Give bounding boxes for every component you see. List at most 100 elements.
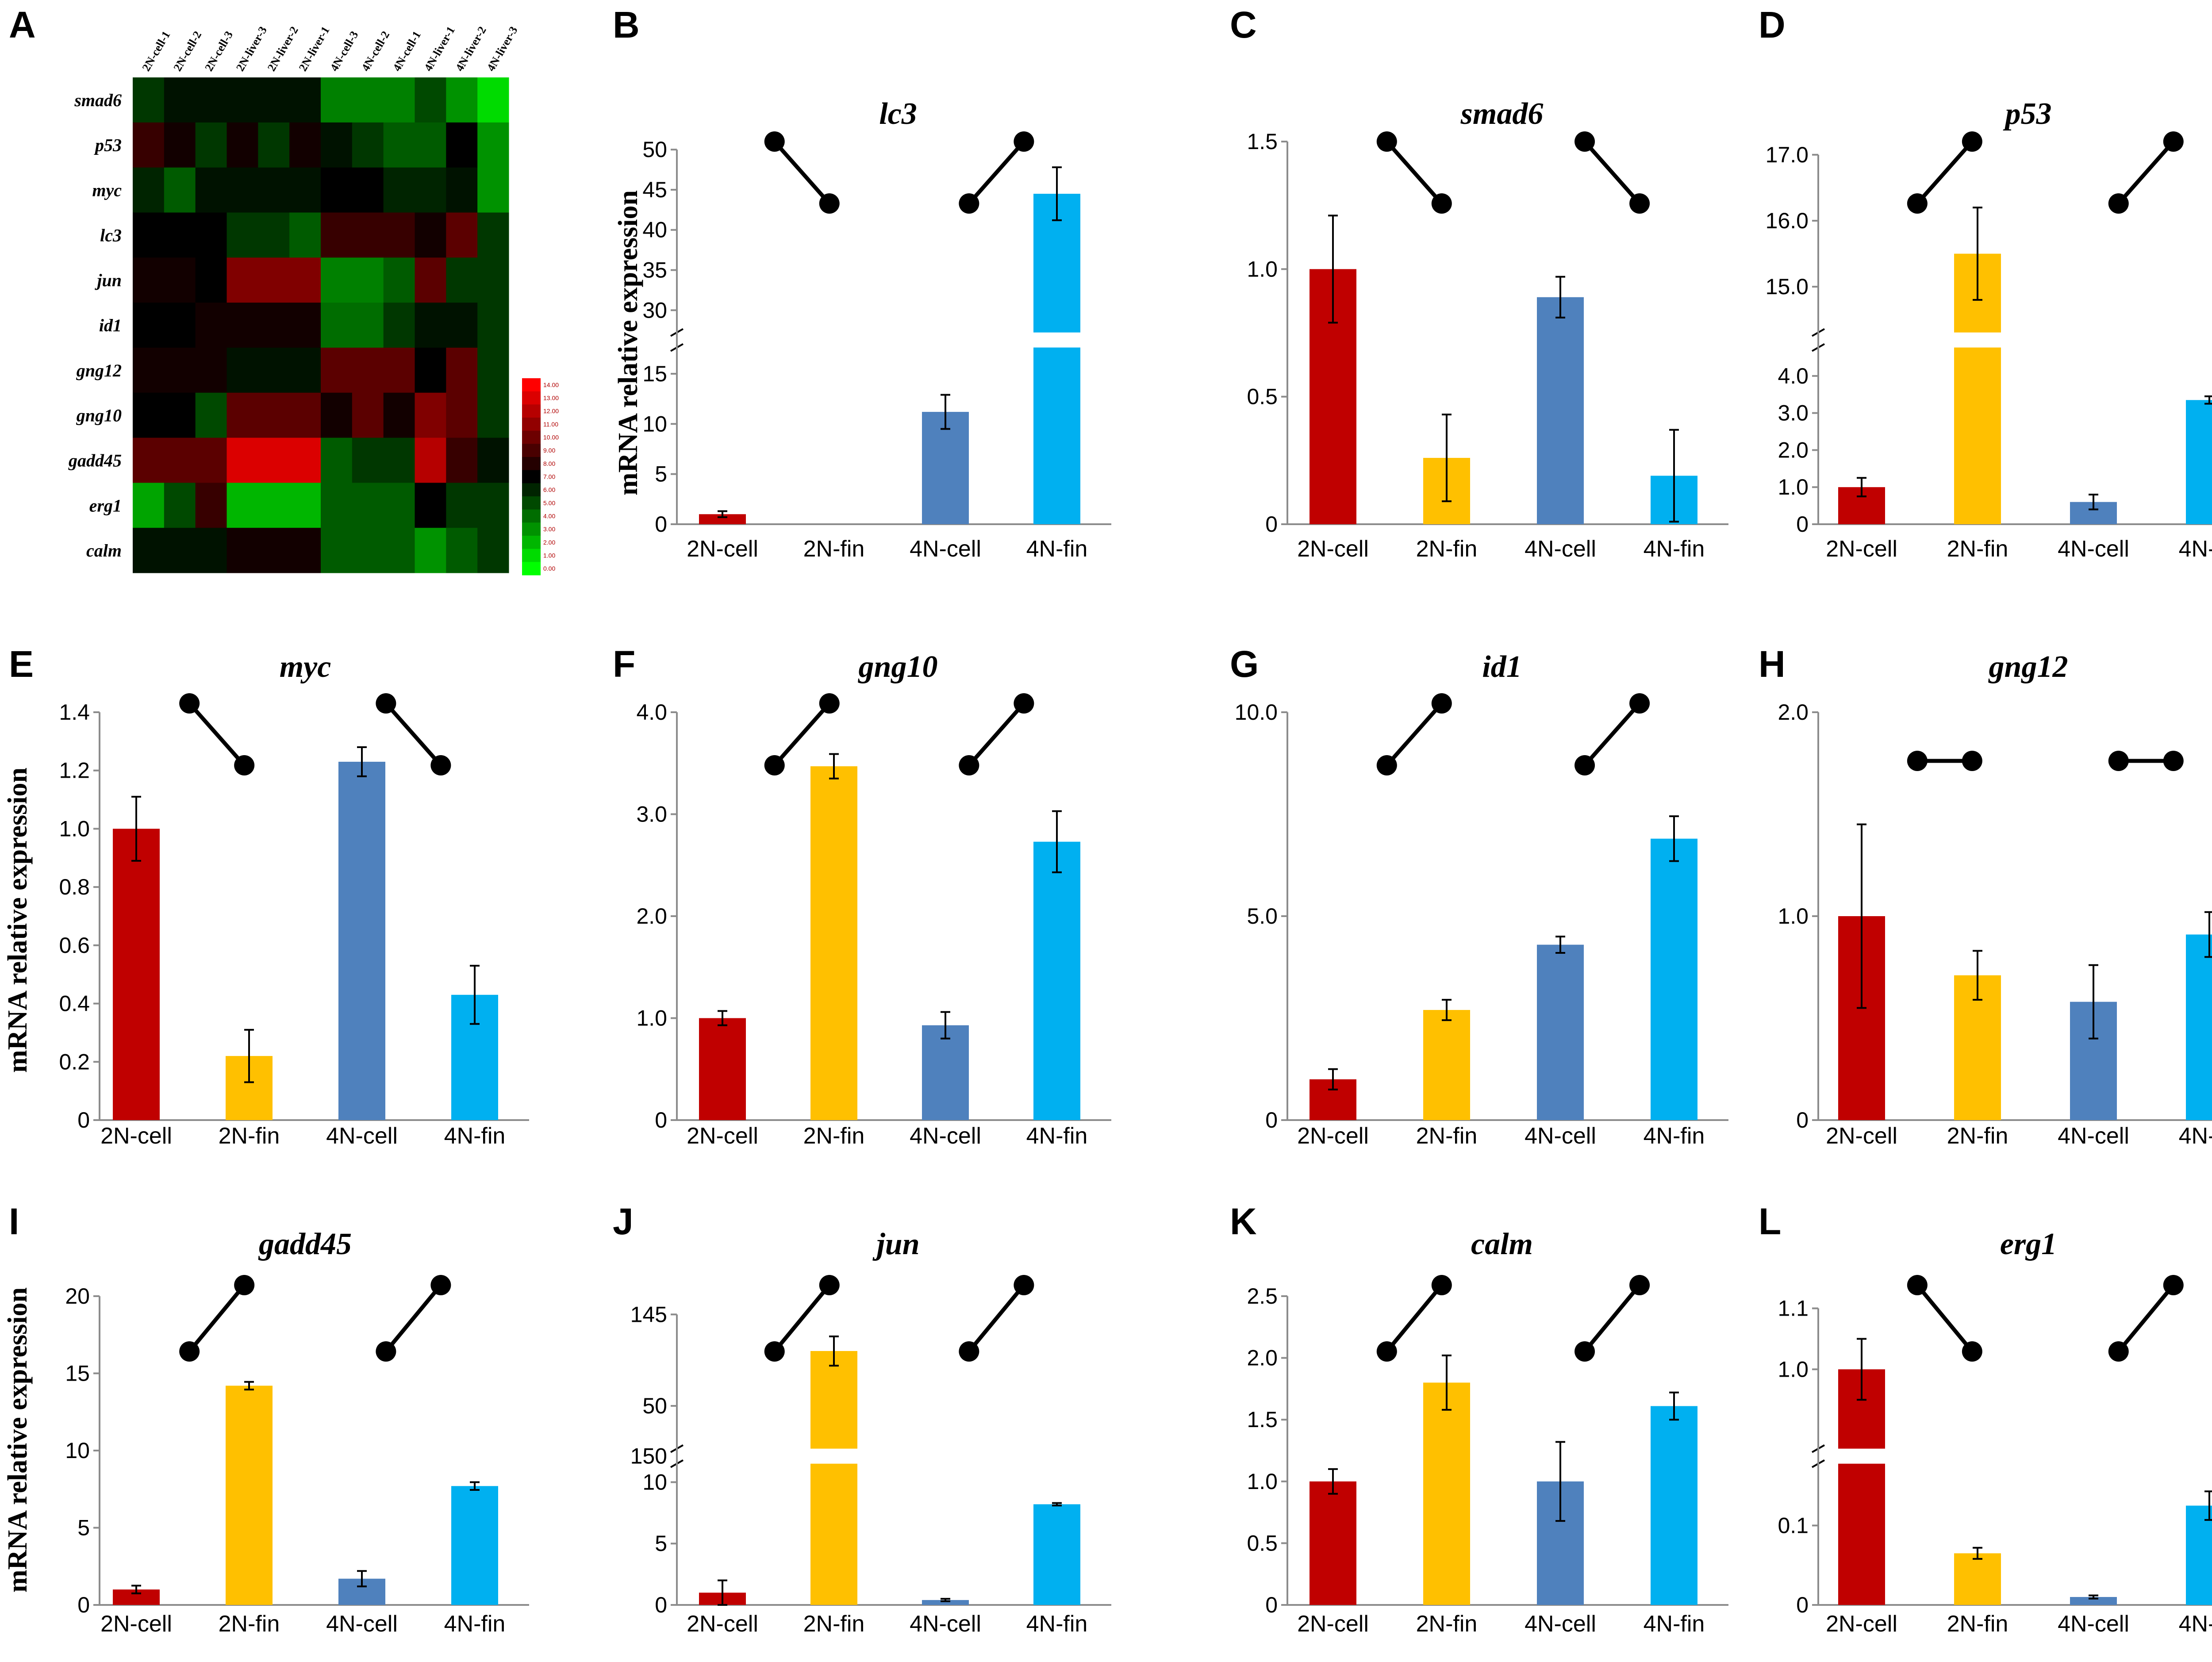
bar-2N-fin [1954,1553,2001,1605]
y-tick-label: 1.0 [59,816,90,841]
heatmap-cell [446,122,478,168]
legend-swatch [522,549,541,562]
bar-4N-cell [922,1600,969,1605]
y-tick-label: 0.5 [1247,384,1278,409]
trend-line [188,1284,246,1353]
x-category-label: 2N-cell [1826,536,1897,562]
heatmap-cell [446,212,478,258]
heatmap-cell [415,212,446,258]
bar-4N-fin [2186,934,2212,1120]
legend-tick-label: 1.00 [543,552,555,559]
heatmap-cell [477,347,509,393]
bar-break-gap [1953,332,2002,348]
heatmap-cell [258,438,290,483]
y-tick-label: 0 [1265,512,1278,537]
chart-title: erg1 [2000,1227,2057,1261]
trend-line [773,1284,831,1353]
y-tick-label: 0.6 [59,933,90,958]
trend-line [773,702,831,767]
panel-letter-i: I [9,1201,19,1242]
trend-dot [1014,693,1034,714]
y-tick-label: 1.0 [1247,1469,1278,1494]
x-category-label: 2N-fin [1416,1611,1478,1637]
heatmap-cell [164,212,196,258]
trend-line [967,702,1025,767]
panel-letter-c: C [1230,4,1257,46]
bar-break-gap [1033,332,1081,348]
heatmap-cell [352,167,384,213]
heatmap-cell [383,257,415,303]
x-category-label: 2N-cell [100,1611,172,1637]
trend-dot [1962,1341,1982,1362]
legend-swatch [522,522,541,536]
heatmap-cell [195,303,227,348]
heatmap-cell [258,392,290,438]
trend-dot [819,193,840,214]
heatmap-column-label: 4N-cell-3 [327,29,361,73]
heatmap-cell [164,438,196,483]
y-tick-label: 2.0 [636,904,667,929]
y-tick-label: 0 [1265,1593,1278,1617]
trend-dot [959,755,979,775]
y-tick-label: 45 [642,177,667,202]
heatmap-cell [258,212,290,258]
heatmap-cell [446,528,478,573]
heatmap-cell [289,528,321,573]
heatmap-cell [258,122,290,168]
heatmap-cell [195,483,227,528]
legend-tick-label: 9.00 [543,447,555,454]
heatmap-column-label: 2N-cell-3 [202,29,235,73]
legend-tick-label: 4.00 [543,513,555,520]
y-tick-label: 0.5 [1247,1531,1278,1555]
x-category-label: 2N-cell [687,536,758,562]
trend-dot [1431,693,1452,714]
bar-4N-cell [338,761,385,1120]
chart-title: smad6 [1460,97,1544,131]
heatmap-column-label: 4N-liver-3 [484,24,520,73]
heatmap-cell [195,347,227,393]
x-category-label: 2N-fin [803,536,865,562]
x-category-label: 4N-fin [2179,1611,2212,1637]
heatmap-cell [477,77,509,123]
bar-4N-cell [1537,297,1584,524]
heatmap-row-label: myc [92,180,122,200]
heatmap-cell [321,303,353,348]
bar-4N-fin [1033,841,1080,1120]
x-category-label: 4N-fin [1026,1123,1088,1149]
x-category-label: 4N-fin [444,1611,506,1637]
bar-chart-gadd45: 0 5 10 15 20 2N-cell 2N-fin 4N-cell 4N-fin gadd45 [65,1227,529,1637]
x-category-label: 4N-cell [2058,1611,2129,1637]
trend-dot [1014,1275,1034,1295]
legend-swatch [522,404,541,418]
bar-chart-calm: 0 0.5 1.0 1.5 2.0 2.5 2N-cell 2N-fin 4N-cell 4N-f… [1247,1227,1728,1637]
legend-swatch [522,562,541,576]
y-tick-label: 30 [642,298,667,322]
heatmap-cell [446,483,478,528]
chart-title: p53 [2003,97,2052,131]
heatmap-cell [383,122,415,168]
y-tick-label: 2.0 [1778,438,1809,462]
x-category-label: 2N-cell [1826,1611,1897,1637]
heatmap-cell [383,212,415,258]
bar-chart-id1: 0 5.0 10.0 2N-cell 2N-fin 4N-cell 4N-fin id1 [1235,650,1728,1149]
x-category-label: 2N-fin [1416,1123,1478,1149]
heatmap-cell [227,438,258,483]
bar-chart-gng12: 0 1.0 2.0 2N-cell 2N-fin 4N-cell 4N-fin gng12 [1778,650,2212,1149]
trend-dot [1376,1341,1397,1362]
heatmap-cell [321,392,353,438]
trend-dot [430,755,451,775]
heatmap-cell [133,212,165,258]
trend-dot [234,1275,255,1295]
bar-2N-fin [810,1351,857,1605]
bar-4N-cell [2070,1597,2117,1605]
legend-tick-label: 3.00 [543,526,555,533]
heatmap-cell [383,483,415,528]
heatmap-cell [289,438,321,483]
bar-chart-gng10: 0 1.0 2.0 3.0 4.0 2N-cell 2N-fin 4N-cell 4N-fin g… [636,650,1111,1149]
heatmap-column-label: 4N-cell-2 [359,29,392,73]
legend-swatch [522,391,541,405]
bar-2N-cell [699,1018,746,1120]
y-tick-label: 0.1 [1778,1513,1809,1538]
bar-2N-cell [699,514,746,524]
heatmap-cell [164,528,196,573]
